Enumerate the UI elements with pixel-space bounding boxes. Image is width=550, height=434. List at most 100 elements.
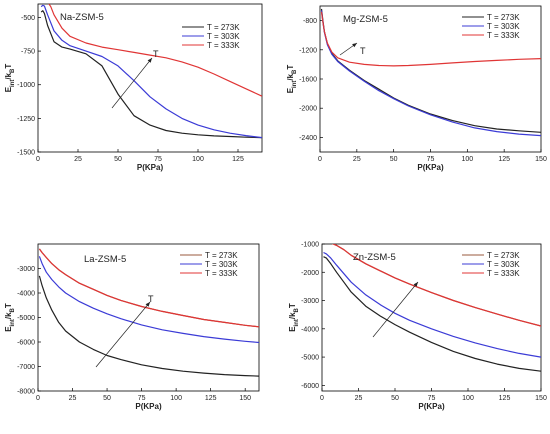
y-axis-label: Eint/kBT (288, 303, 300, 332)
y-axis-label-part: B (10, 68, 16, 73)
y-tick-label: -6000 (301, 383, 319, 390)
y-axis-label: Eint/kBT (4, 303, 16, 332)
x-tick-label: 100 (170, 395, 182, 402)
legend-entry: T = 303K (487, 22, 520, 31)
y-tick-label: -8000 (17, 389, 35, 396)
y-tick-label: -4000 (301, 326, 319, 333)
y-axis-label-part: E (286, 87, 295, 93)
chart-panel-3: 0 25 50 75 100 125 150 -3000 -4000 -5000 -6000 -700… (4, 243, 260, 411)
x-tick-label: 75 (138, 395, 146, 402)
x-tick-label: 75 (427, 156, 435, 163)
x-tick-label: 0 (320, 395, 324, 402)
x-tick-label: 0 (36, 395, 40, 402)
series-group (40, 4, 262, 139)
x-axis-label: P(KPa) (418, 402, 445, 411)
y-axis-label-part: T (4, 303, 13, 308)
series-line-t-333k (38, 248, 259, 328)
y-tick-label: -800 (303, 18, 317, 25)
y-axis-label-part: /k (286, 73, 295, 80)
y-axis-label: Eint/kBT (4, 64, 16, 93)
x-tick-label: 100 (462, 395, 474, 402)
y-axis-label-part: T (288, 303, 297, 308)
trend-arrow-shaft (111, 57, 153, 109)
trend-arrow-shaft (95, 301, 151, 368)
x-tick-label: 125 (232, 156, 244, 163)
y-tick-label: -750 (21, 49, 35, 56)
y-axis-label-part: B (292, 69, 298, 74)
y-axis-label-part: /k (288, 312, 297, 319)
y-axis-label-part: /k (4, 72, 13, 79)
series-group (320, 8, 541, 137)
x-tick-label: 150 (535, 395, 547, 402)
panel-title: La-ZSM-5 (84, 254, 126, 265)
x-tick-label: 125 (498, 156, 510, 163)
series-line-t-303k (323, 251, 541, 358)
y-tick-label: -1200 (299, 47, 317, 54)
y-tick-label: -2000 (301, 270, 319, 277)
x-tick-label: 25 (69, 395, 77, 402)
x-tick-label: 150 (239, 395, 251, 402)
x-tick-label: 50 (390, 156, 398, 163)
panel-title: Na-ZSM-5 (60, 12, 104, 23)
x-tick-label: 50 (103, 395, 111, 402)
series-line-extra-3 (323, 256, 541, 372)
series-group (323, 244, 541, 372)
chart-panel-4: 0 25 50 75 100 125 150 -1000 -2000 -3000 -4000 -500… (288, 242, 547, 412)
series-line-t-273k (40, 10, 262, 139)
series-line-extra-3 (38, 275, 259, 377)
x-axis-label: P(KPa) (135, 402, 162, 411)
x-tick-label: 125 (499, 395, 511, 402)
y-tick-label: -1250 (17, 116, 35, 123)
series-line-t-333k (331, 244, 541, 327)
series-line-t-303k (40, 4, 262, 139)
y-axis-label-part: int (294, 319, 300, 326)
x-tick-label: 50 (114, 156, 122, 163)
trend-arrow-head (352, 43, 357, 48)
trend-arrow-label: T (153, 49, 159, 59)
series-line-t-303k (38, 256, 259, 344)
legend-entry: T = 333K (487, 31, 520, 40)
legend-entry: T = 273K (487, 13, 520, 22)
trend-arrow-label: T (148, 294, 154, 304)
y-axis-label-part: B (294, 307, 300, 312)
trend-arrow-head (147, 58, 152, 63)
y-axis-label-part: B (10, 307, 16, 312)
series-group (38, 248, 259, 377)
y-tick-label: -500 (21, 15, 35, 22)
y-axis-label-part: int (292, 81, 298, 88)
y-tick-label: -7000 (17, 364, 35, 371)
legend-entry: T = 273K (205, 251, 238, 260)
y-tick-label: -3000 (301, 298, 319, 305)
y-axis-label-part: int (10, 80, 16, 87)
chart-panel-1: 0 25 50 75 100 125 -500 -750 -1000 -1250 -1500 P(KP… (4, 3, 263, 172)
legend-entry: T = 303K (205, 260, 238, 269)
trend-arrow-shaft (372, 281, 419, 338)
y-tick-label: -1500 (17, 150, 35, 157)
series-line-t-333k (48, 4, 262, 97)
y-axis-label: Eint/kBT (286, 65, 298, 94)
y-tick-label: -3000 (17, 266, 35, 273)
x-tick-label: 25 (74, 156, 82, 163)
x-axis-label: P(KPa) (137, 163, 164, 172)
x-tick-label: 75 (154, 156, 162, 163)
y-tick-label: -6000 (17, 340, 35, 347)
x-tick-label: 125 (205, 395, 217, 402)
trend-arrow-label: T (360, 46, 366, 56)
x-tick-label: 0 (36, 156, 40, 163)
panel-title: Zn-ZSM-5 (353, 252, 396, 263)
plot-frame (37, 3, 263, 153)
legend-entry: T = 303K (487, 260, 520, 269)
trend-arrow-head (145, 302, 150, 307)
y-tick-label: -2000 (299, 106, 317, 113)
y-tick-label: -4000 (17, 291, 35, 298)
chart-panel-2: 0 25 50 75 100 125 150 -800 -1200 -1600 -2000 -2400… (286, 5, 547, 172)
x-tick-label: 50 (391, 395, 399, 402)
y-axis-label-part: E (4, 86, 13, 92)
y-axis-label-part: T (4, 64, 13, 69)
x-tick-label: 150 (535, 156, 547, 163)
x-tick-label: 25 (355, 395, 363, 402)
x-tick-label: 0 (318, 156, 322, 163)
x-tick-label: 100 (461, 156, 473, 163)
y-tick-label: -1600 (299, 77, 317, 84)
